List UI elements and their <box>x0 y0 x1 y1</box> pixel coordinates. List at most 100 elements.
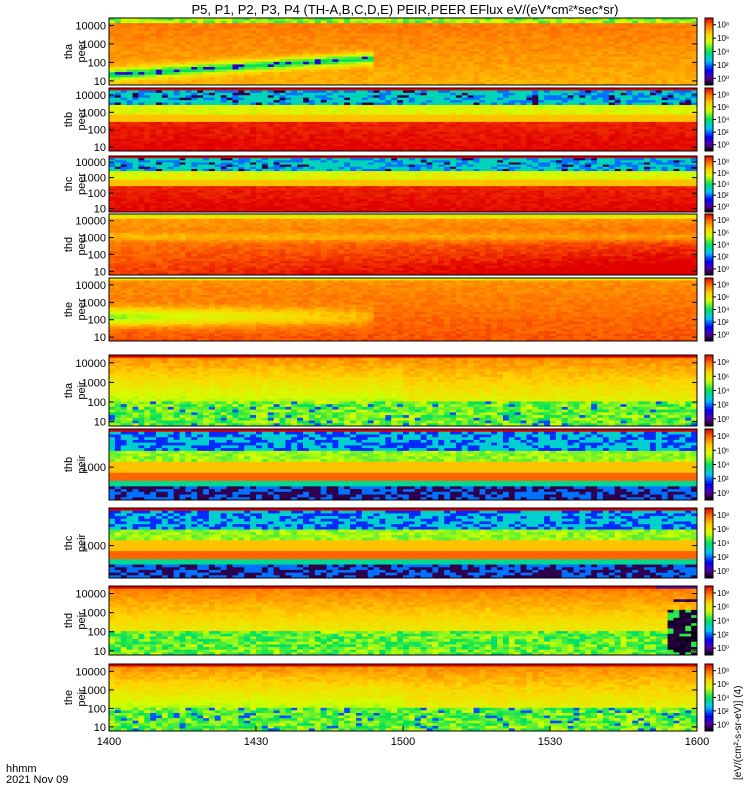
heatmap-cell <box>150 80 156 83</box>
heatmap-cell <box>415 31 421 34</box>
heatmap-cell <box>362 21 368 24</box>
heatmap-cell <box>280 21 286 24</box>
heatmap-cell <box>203 64 209 67</box>
heatmap-cell <box>491 44 497 47</box>
heatmap-cell <box>368 80 374 83</box>
heatmap-cell <box>115 80 121 83</box>
heatmap-cell <box>203 70 209 73</box>
heatmap-cell <box>274 52 280 55</box>
heatmap-cell <box>115 77 121 80</box>
heatmap-cell <box>268 80 274 83</box>
heatmap-cell <box>250 23 256 26</box>
heatmap-cell <box>191 26 197 29</box>
heatmap-cell <box>291 70 297 73</box>
heatmap-cell <box>133 54 139 57</box>
heatmap-cell <box>356 41 362 44</box>
heatmap-cell <box>509 39 515 42</box>
heatmap-cell <box>421 59 427 62</box>
heatmap-cell <box>468 31 474 34</box>
heatmap-cell <box>244 49 250 52</box>
heatmap-cell <box>168 41 174 44</box>
heatmap-cell <box>156 39 162 42</box>
heatmap-cell <box>115 52 121 55</box>
heatmap-cell <box>526 54 532 57</box>
heatmap-cell <box>344 33 350 36</box>
heatmap-cell <box>432 67 438 70</box>
heatmap-cell <box>238 39 244 42</box>
heatmap-cell <box>162 39 168 42</box>
heatmap-cell <box>356 21 362 24</box>
heatmap-cell <box>468 70 474 73</box>
heatmap-cell <box>327 77 333 80</box>
heatmap-cell <box>526 41 532 44</box>
heatmap-cell <box>462 44 468 47</box>
heatmap-cell <box>362 54 368 57</box>
heatmap-cell <box>521 31 527 34</box>
heatmap-cell <box>427 77 433 80</box>
heatmap-cell <box>162 59 168 62</box>
heatmap-cell <box>268 49 274 52</box>
heatmap-cell <box>462 33 468 36</box>
heatmap-cell <box>526 23 532 26</box>
heatmap-cell <box>427 23 433 26</box>
heatmap-cell <box>456 36 462 39</box>
heatmap-cell <box>474 72 480 75</box>
heatmap-cell <box>521 75 527 78</box>
heatmap-cell <box>221 44 227 47</box>
heatmap-cell <box>185 75 191 78</box>
heatmap-cell <box>356 67 362 70</box>
heatmap-cell <box>450 31 456 34</box>
heatmap-cell <box>250 57 256 60</box>
heatmap-cell <box>321 75 327 78</box>
heatmap-cell <box>115 28 121 31</box>
heatmap-cell <box>185 28 191 31</box>
heatmap-cell <box>362 39 368 42</box>
heatmap-cell <box>450 23 456 26</box>
heatmap-cell <box>497 72 503 75</box>
heatmap-cell <box>232 41 238 44</box>
heatmap-cell <box>350 52 356 55</box>
heatmap-cell <box>274 41 280 44</box>
heatmap-cell <box>474 64 480 67</box>
heatmap-cell <box>291 31 297 34</box>
heatmap-cell <box>121 59 127 62</box>
heatmap-cell <box>409 64 415 67</box>
heatmap-cell <box>191 72 197 75</box>
heatmap-cell <box>479 75 485 78</box>
heatmap-cell <box>168 21 174 24</box>
heatmap-cell <box>256 70 262 73</box>
heatmap-cell <box>409 44 415 47</box>
heatmap-cell <box>409 26 415 29</box>
heatmap-cell <box>303 46 309 49</box>
heatmap-cell <box>338 54 344 57</box>
heatmap-cell <box>379 62 385 65</box>
heatmap-cell <box>309 44 315 47</box>
heatmap-cell <box>280 52 286 55</box>
heatmap-cell <box>121 75 127 78</box>
heatmap-cell <box>315 36 321 39</box>
heatmap-cell <box>474 23 480 26</box>
heatmap-cell <box>397 28 403 31</box>
heatmap-cell <box>332 59 338 62</box>
heatmap-cell <box>332 70 338 73</box>
heatmap-cell <box>462 70 468 73</box>
heatmap-cell <box>250 36 256 39</box>
heatmap-cell <box>285 77 291 80</box>
heatmap-cell <box>468 46 474 49</box>
heatmap-cell <box>491 70 497 73</box>
heatmap-cell <box>138 59 144 62</box>
heatmap-cell <box>232 36 238 39</box>
heatmap-cell <box>485 28 491 31</box>
heatmap-cell <box>415 54 421 57</box>
heatmap-cell <box>385 23 391 26</box>
heatmap-cell <box>379 64 385 67</box>
heatmap-cell <box>174 31 180 34</box>
heatmap-cell <box>397 26 403 29</box>
heatmap-cell <box>185 23 191 26</box>
heatmap-cell <box>156 57 162 60</box>
heatmap-cell <box>391 54 397 57</box>
heatmap-cell <box>227 41 233 44</box>
heatmap-cell <box>468 41 474 44</box>
heatmap-cell <box>415 64 421 67</box>
heatmap-cell <box>115 21 121 24</box>
